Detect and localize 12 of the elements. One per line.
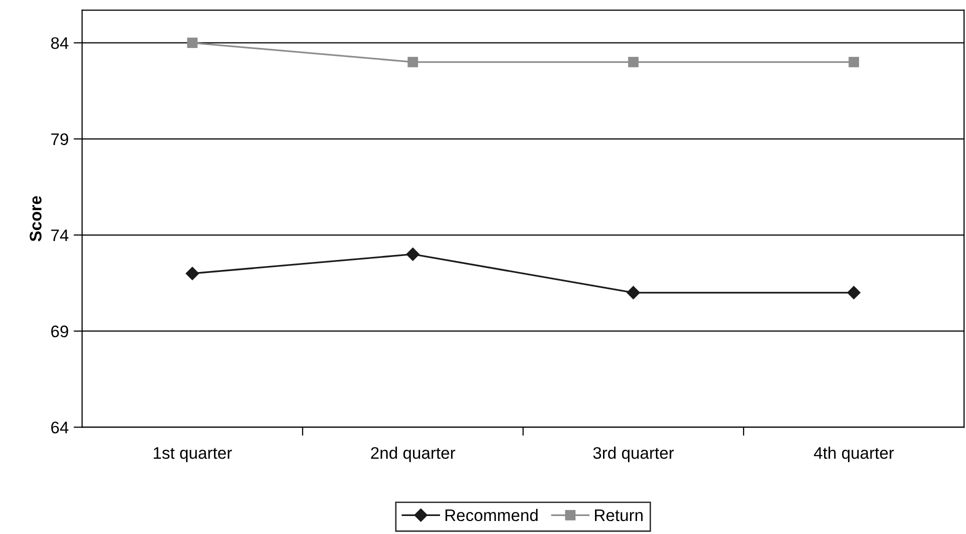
x-tick-label: 1st quarter: [154, 447, 232, 462]
y-tick-label: 79: [51, 133, 68, 146]
x-tick-label: 4th quarter: [814, 446, 894, 462]
x-tick-label: 3rd quarter: [593, 446, 674, 462]
y-tick-label: 64: [51, 422, 68, 434]
legend-label: Return: [595, 510, 643, 522]
y-axis-title: Score: [30, 196, 42, 242]
y-tick-label: 69: [51, 326, 68, 338]
y-tick-label: 84: [51, 37, 68, 50]
x-tick-label: 2nd quarter: [371, 446, 456, 462]
y-tick-label: 74: [51, 230, 68, 242]
legend-label: Recommend: [446, 508, 538, 522]
